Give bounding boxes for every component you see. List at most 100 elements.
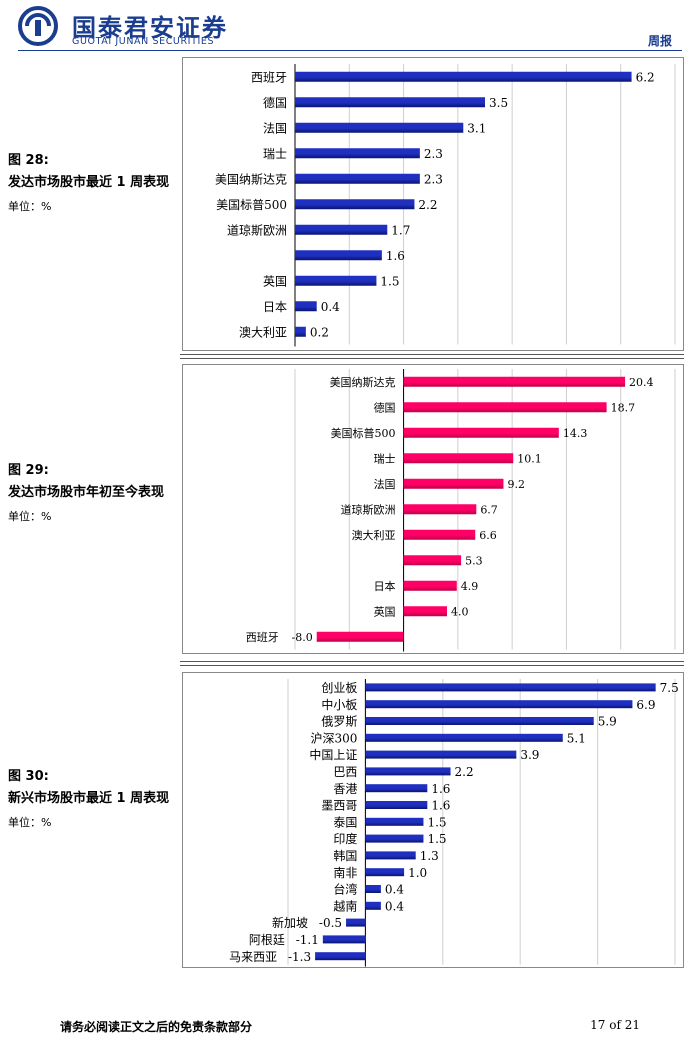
data-label: -8.0: [291, 631, 312, 644]
data-label: 0.2: [310, 325, 329, 339]
category-label: 德国: [374, 400, 396, 414]
data-label: 6.6: [479, 529, 497, 542]
category-label: 法国: [263, 121, 287, 135]
company-logo-icon: [18, 6, 58, 46]
category-label: 香港: [333, 782, 357, 796]
data-label: 5.9: [598, 715, 617, 729]
section-divider: [180, 354, 684, 359]
category-label: 英国: [374, 604, 396, 618]
data-label: 1.3: [420, 849, 439, 863]
chart-30: 创业板 7.5 中小板 6.9 俄罗斯 5.9 沪深300 5.1 中国上证 3.9 巴西 2.2 香港…: [182, 672, 684, 968]
chart-30-svg: 创业板 7.5 中小板 6.9 俄罗斯 5.9 沪深300 5.1 中国上证 3.9 巴西 2.2 香港…: [229, 679, 679, 967]
data-label: 5.3: [465, 554, 483, 567]
bar: [365, 717, 594, 725]
bar: [295, 148, 420, 159]
bar: [295, 199, 415, 210]
chart-28: 西班牙 6.2 德国 3.5 法国 3.1 瑞士 2.3 美国纳斯达克 2.3 美国标普500 2.2…: [182, 57, 684, 351]
bar: [346, 918, 366, 927]
category-label: 美国标普500: [331, 426, 396, 440]
category-label: 西班牙: [251, 70, 287, 84]
bar: [403, 427, 559, 438]
category-label: 中国上证: [309, 747, 357, 762]
category-label: 沪深300: [310, 731, 357, 745]
data-label: 1.5: [427, 815, 446, 829]
category-label: 道琼斯欧洲: [227, 222, 287, 237]
bar: [403, 453, 514, 464]
figure-29-caption: 图 29: 发达市场股市年初至今表现 单位：%: [8, 460, 178, 524]
category-label: 墨西哥: [321, 799, 357, 813]
bar: [403, 529, 476, 540]
category-label: 瑞士: [263, 147, 287, 161]
report-type: 周报: [647, 34, 672, 48]
bar: [295, 326, 306, 337]
bar: [295, 250, 382, 261]
data-label: 0.4: [385, 883, 404, 897]
company-name-cn: 国泰君安证券: [72, 14, 228, 42]
bar: [365, 834, 424, 843]
bar: [365, 885, 381, 893]
data-label: 1.0: [408, 866, 427, 880]
data-label: 5.1: [567, 731, 586, 745]
category-label: 瑞士: [374, 451, 396, 465]
bar: [295, 173, 420, 184]
figure-label: 图 28: 发达市场股市最近 1 周表现: [8, 153, 170, 190]
chart-29-svg: 美国纳斯达克 20.4 德国 18.7 美国标普500 14.3 瑞士 10.1 法国 9.2 道琼…: [246, 369, 676, 652]
data-label: 4.0: [451, 605, 469, 618]
bar: [365, 817, 424, 826]
bar: [365, 851, 416, 860]
data-label: 1.5: [427, 832, 446, 846]
category-label: 澳大利亚: [352, 528, 396, 542]
data-label: 2.3: [424, 172, 443, 186]
data-label: 10.1: [517, 452, 542, 465]
bar: [403, 555, 462, 566]
bar: [295, 71, 632, 82]
category-label: 日本: [374, 579, 396, 593]
bar: [403, 580, 457, 591]
category-label: 澳大利亚: [239, 325, 287, 339]
category-label: 美国纳斯达克: [215, 172, 287, 186]
chart-28-svg: 西班牙 6.2 德国 3.5 法国 3.1 瑞士 2.3 美国纳斯达克 2.3 美国标普500 2.2…: [215, 64, 676, 347]
data-label: 1.6: [431, 782, 450, 796]
category-label: 俄罗斯: [321, 715, 357, 729]
data-label: 2.3: [424, 147, 443, 161]
page-number: 17 of 21: [590, 1018, 640, 1032]
figure-label: 图 30: 新兴市场股市最近 1 周表现: [8, 769, 170, 806]
data-label: 14.3: [563, 427, 588, 440]
bar: [316, 631, 404, 642]
category-label: 美国纳斯达克: [330, 376, 396, 389]
data-label: 9.2: [507, 478, 525, 491]
bar: [365, 801, 428, 809]
chart-29: 美国纳斯达克 20.4 德国 18.7 美国标普500 14.3 瑞士 10.1 法国 9.2 道琼…: [182, 364, 684, 654]
category-label: 中小板: [321, 697, 357, 712]
category-label: 巴西: [333, 765, 357, 779]
figure-30-caption: 图 30: 新兴市场股市最近 1 周表现 单位：%: [8, 766, 178, 830]
data-label: 6.7: [480, 503, 498, 516]
category-label: 马来西亚: [229, 950, 277, 964]
figure-unit: 单位：%: [8, 200, 52, 213]
data-label: 1.7: [391, 223, 410, 237]
category-label: 新加坡: [272, 915, 308, 930]
data-label: 6.2: [636, 70, 655, 84]
bar: [295, 275, 377, 286]
bar: [365, 733, 563, 742]
data-label: 0.4: [321, 300, 340, 314]
figure-unit: 单位：%: [8, 510, 52, 523]
bar: [403, 376, 626, 387]
data-label: 1.6: [386, 249, 405, 263]
data-label: 2.2: [455, 765, 474, 779]
bar: [403, 402, 607, 413]
figure-unit: 单位：%: [8, 816, 52, 829]
bar: [403, 478, 504, 489]
data-label: 3.9: [520, 748, 539, 762]
bar: [315, 952, 366, 961]
category-label: 法国: [374, 477, 396, 491]
bar: [365, 784, 428, 793]
data-label: 20.4: [629, 376, 654, 389]
category-label: 创业板: [321, 681, 357, 695]
bar: [365, 901, 381, 910]
header-divider: [18, 50, 682, 51]
category-label: 美国标普500: [216, 198, 287, 212]
category-label: 越南: [333, 898, 357, 913]
category-label: 西班牙: [246, 631, 279, 644]
report-header: 国泰君安证券 GUOTAI JUNAN SECURITIES 周报: [0, 0, 700, 51]
